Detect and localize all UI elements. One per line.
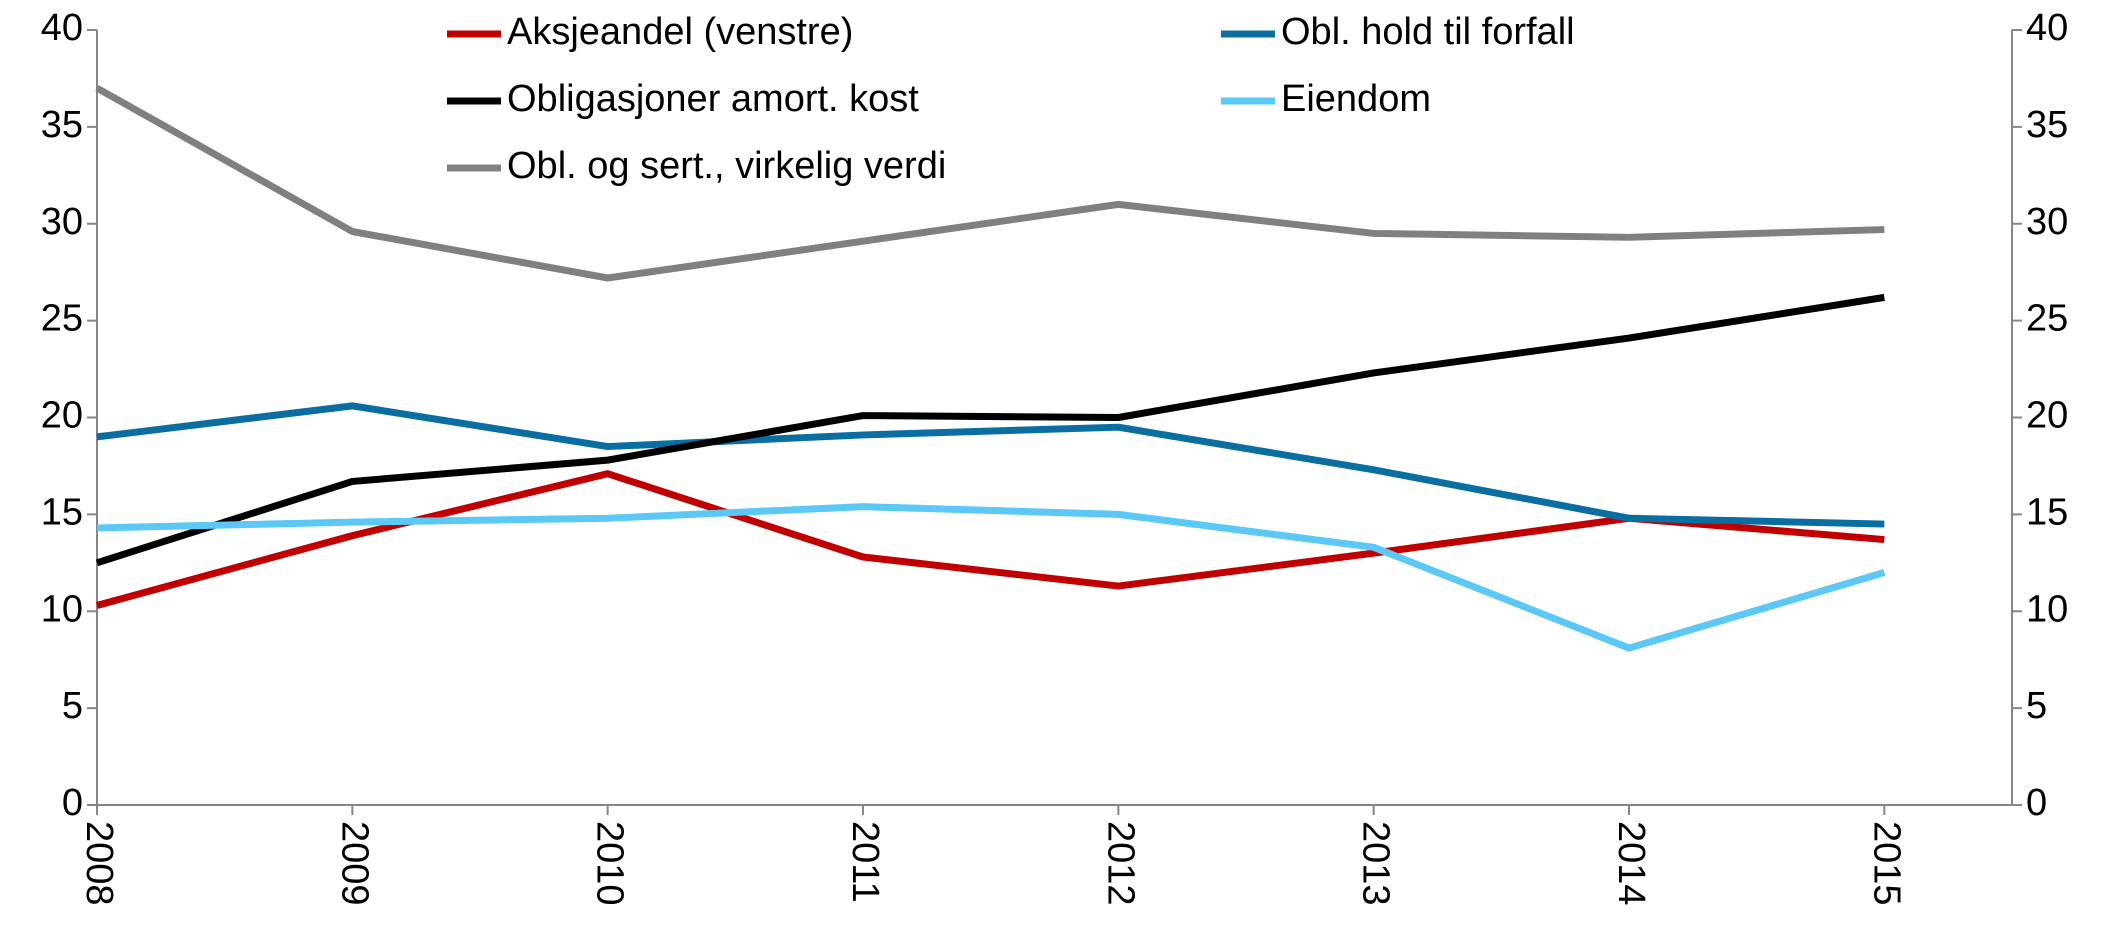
- series-line: [95, 293, 1885, 567]
- y-tick-label: 35: [41, 104, 83, 146]
- x-tick-label: 2014: [1610, 821, 1652, 906]
- y-tick-label: 20: [41, 395, 83, 437]
- y-tick-label: 10: [41, 588, 83, 630]
- y2-tick-label: 10: [2026, 588, 2068, 630]
- y2-tick-label: 15: [2026, 491, 2068, 533]
- series-line: [96, 470, 1885, 609]
- x-tick-label: 2012: [1099, 821, 1141, 906]
- legend-label: Obligasjoner amort. kost: [507, 78, 919, 120]
- legend-label: Obl. hold til forfall: [1281, 11, 1575, 53]
- y2-tick-label: 5: [2026, 685, 2047, 727]
- legend-label: Eiendom: [1281, 78, 1431, 120]
- y2-tick-label: 0: [2026, 782, 2047, 824]
- y2-tick-label: 25: [2026, 298, 2068, 340]
- legend-label: Obl. og sert., virkelig verdi: [507, 145, 946, 187]
- y-tick-label: 5: [62, 685, 83, 727]
- x-tick-label: 2015: [1865, 821, 1907, 906]
- series-line: [96, 503, 1886, 652]
- y-tick-label: 0: [62, 782, 83, 824]
- y2-tick-label: 35: [2026, 104, 2068, 146]
- y2-tick-label: 30: [2026, 201, 2068, 243]
- legend-label: Aksjeandel (venstre): [507, 11, 853, 53]
- y-tick-label: 40: [41, 7, 83, 49]
- x-tick-label: 2013: [1355, 821, 1397, 906]
- y-tick-label: 25: [41, 298, 83, 340]
- y-tick-label: 15: [41, 491, 83, 533]
- x-tick-label: 2011: [844, 821, 886, 903]
- y-tick-label: 30: [41, 201, 83, 243]
- series-line: [95, 85, 1885, 282]
- series-line: [96, 402, 1885, 528]
- y2-tick-label: 40: [2026, 7, 2068, 49]
- x-tick-label: 2009: [333, 821, 375, 906]
- x-tick-label: 2010: [589, 821, 631, 906]
- y2-tick-label: 20: [2026, 395, 2068, 437]
- x-tick-label: 2008: [78, 821, 120, 906]
